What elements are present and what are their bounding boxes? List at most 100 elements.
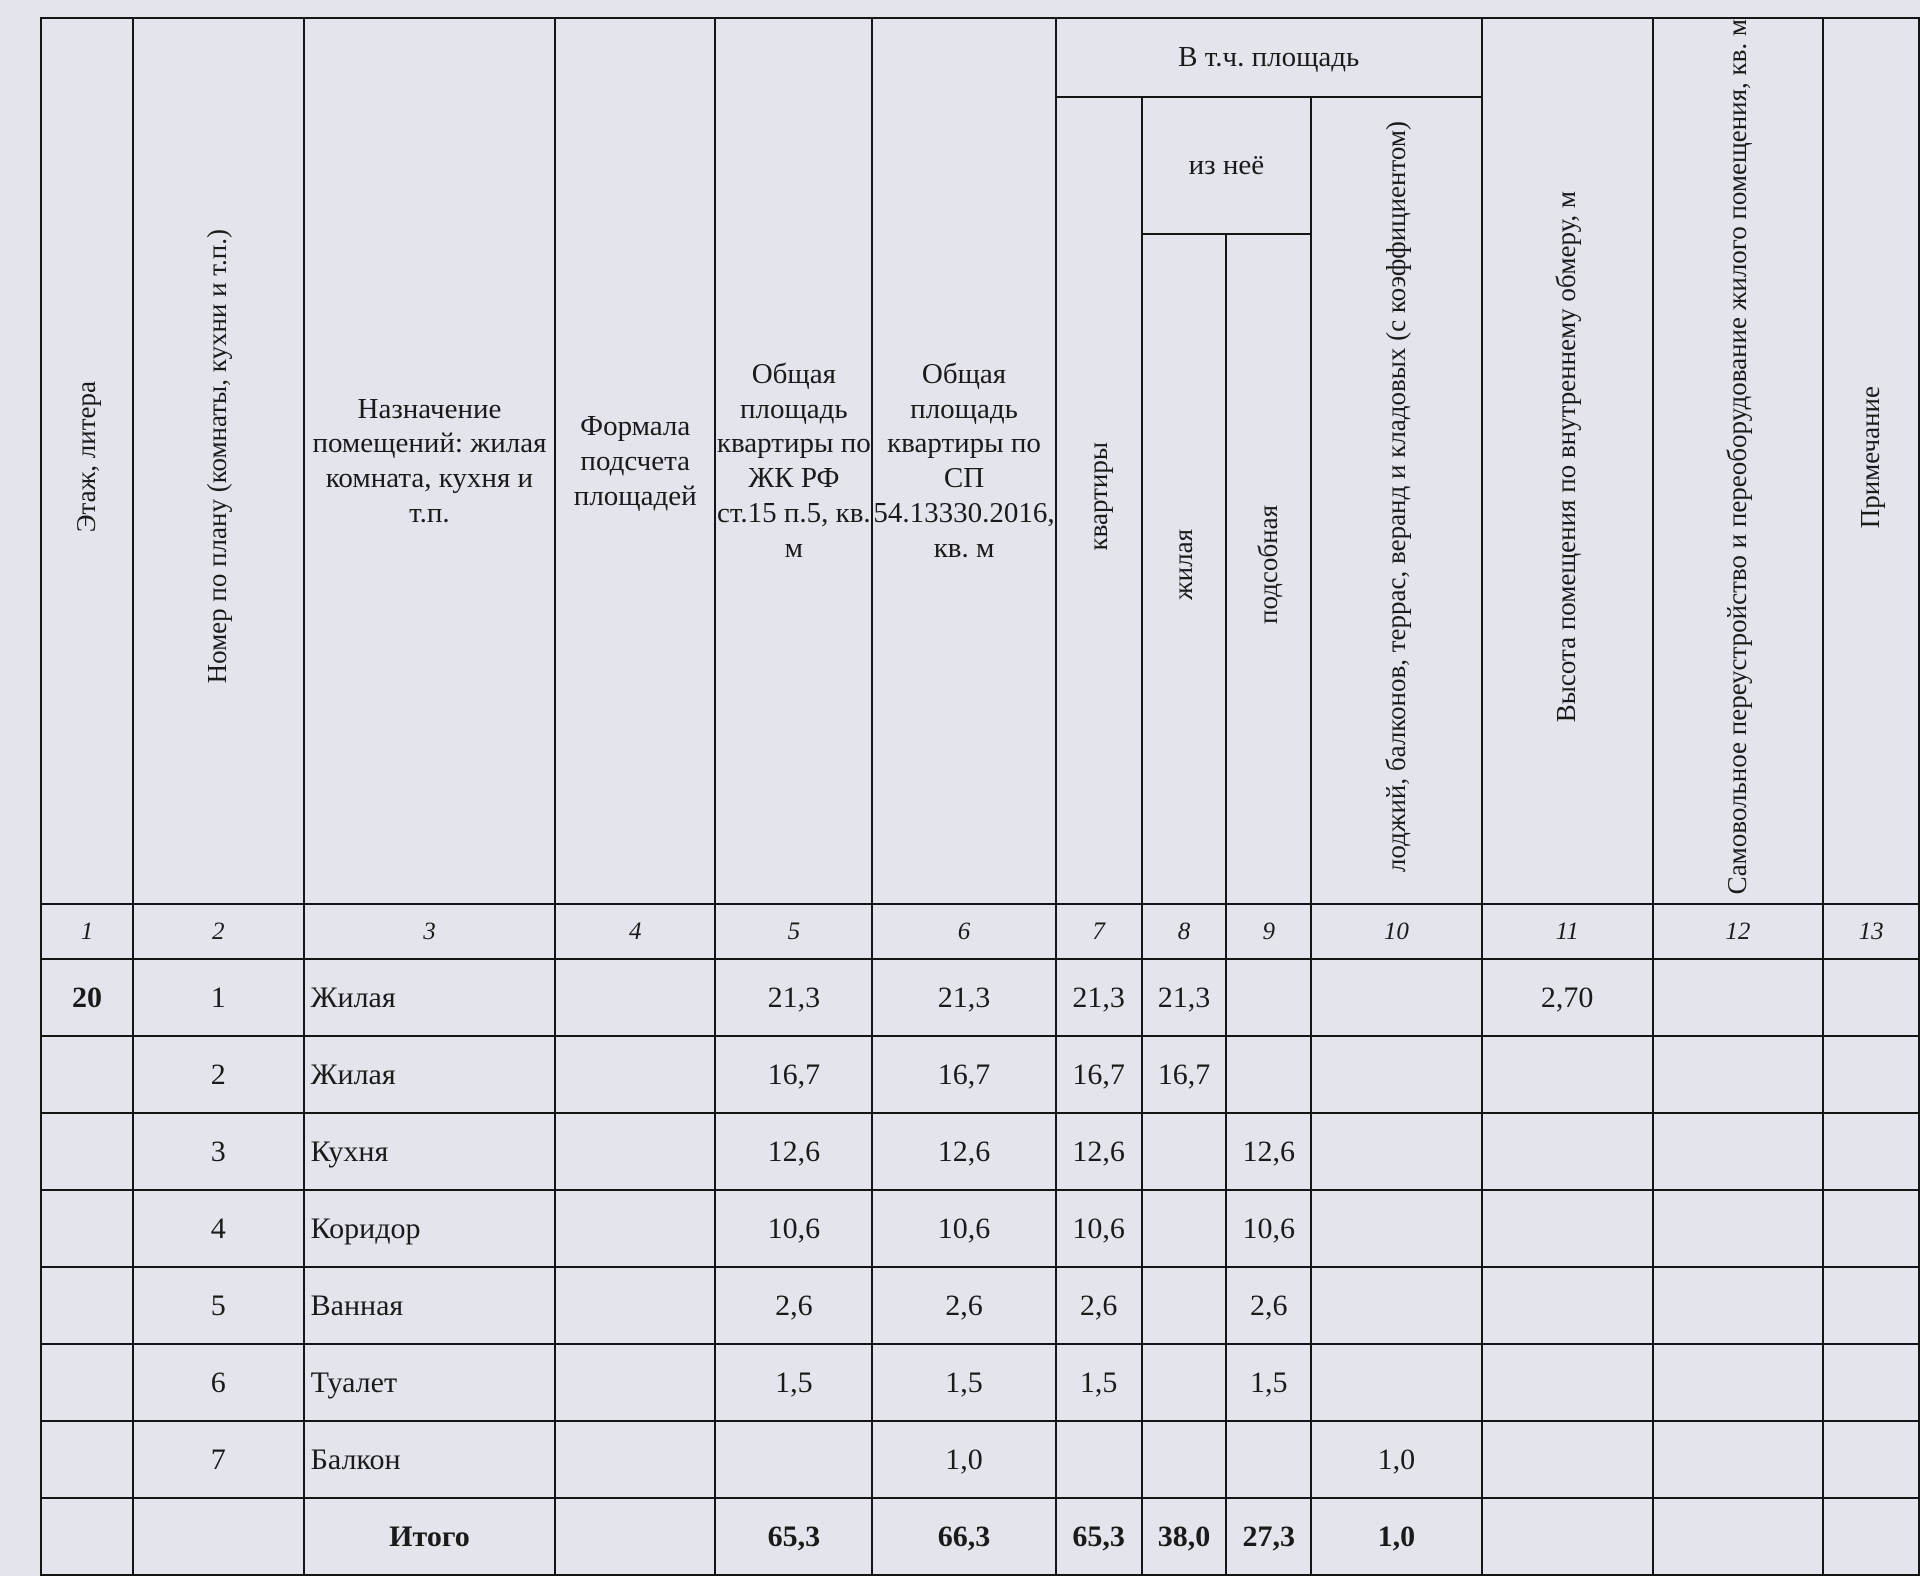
table-cell xyxy=(554,1420,717,1500)
table-cell: 21,3 xyxy=(714,958,874,1038)
table-cell xyxy=(714,1420,874,1500)
total-cell xyxy=(1651,1497,1825,1576)
header-purpose: Назначение помещений: жилая комната, кух… xyxy=(302,16,557,906)
column-number: 12 xyxy=(1651,903,1825,961)
table-row: 20 1 Жилая 21,3 21,3 21,3 21,3 2,70 xyxy=(40,958,1920,1038)
table-cell: Ванная xyxy=(302,1266,557,1346)
column-number: 6 xyxy=(871,903,1057,961)
table-cell xyxy=(1310,1189,1483,1269)
table-cell: 21,3 xyxy=(871,958,1057,1038)
table-cell xyxy=(1310,1343,1483,1423)
total-cell: 1,0 xyxy=(1310,1497,1483,1576)
table-cell xyxy=(1822,1343,1920,1423)
column-number-row: 1 2 3 4 5 6 7 8 9 10 11 12 13 xyxy=(40,903,1920,961)
table-cell: 10,6 xyxy=(1225,1189,1313,1269)
table-cell xyxy=(1480,1266,1654,1346)
table-cell: Балкон xyxy=(302,1420,557,1500)
header-auxiliary-text: подсобная xyxy=(1252,505,1283,624)
table-cell: 1 xyxy=(131,958,305,1038)
column-number: 7 xyxy=(1054,903,1143,961)
table-cell: 1,5 xyxy=(714,1343,874,1423)
table-row: 5 Ванная 2,6 2,6 2,6 2,6 xyxy=(40,1266,1920,1346)
table-row: 6 Туалет 1,5 1,5 1,5 1,5 xyxy=(40,1343,1920,1423)
table-cell: 2,6 xyxy=(1225,1266,1313,1346)
table-cell: 12,6 xyxy=(871,1112,1057,1192)
column-number: 10 xyxy=(1310,903,1483,961)
header-total-jk: Общая площадь квартиры по ЖК РФ ст.15 п.… xyxy=(714,16,874,906)
table-cell xyxy=(1651,1112,1825,1192)
table-cell xyxy=(1822,958,1920,1038)
table-cell: 12,6 xyxy=(1054,1112,1143,1192)
column-number: 11 xyxy=(1480,903,1654,961)
table-cell: 6 xyxy=(131,1343,305,1423)
table-row: 7 Балкон 1,0 1,0 xyxy=(40,1420,1920,1500)
table-cell: 10,6 xyxy=(714,1189,874,1269)
table-cell: 1,5 xyxy=(1054,1343,1143,1423)
table-cell: 21,3 xyxy=(1140,958,1228,1038)
table-cell xyxy=(1822,1189,1920,1269)
table-cell xyxy=(1225,1420,1313,1500)
table-cell: 2,6 xyxy=(1054,1266,1143,1346)
table-cell xyxy=(1140,1343,1228,1423)
header-height: Высота помещения по внутреннему обмеру, … xyxy=(1480,16,1654,906)
table-cell: Кухня xyxy=(302,1112,557,1192)
header-loggias-text: лоджий, балконов, террас, веранд и кладо… xyxy=(1380,120,1411,872)
table-cell: 16,7 xyxy=(1140,1035,1228,1115)
table-cell xyxy=(1480,1343,1654,1423)
table-cell xyxy=(1140,1420,1228,1500)
total-cell xyxy=(554,1497,717,1576)
table-cell: 16,7 xyxy=(714,1035,874,1115)
header-floor: Этаж, литера xyxy=(40,16,134,906)
table-cell: 2,70 xyxy=(1480,958,1654,1038)
table-cell-empty xyxy=(40,1343,134,1423)
table-cell xyxy=(1140,1189,1228,1269)
table-cell xyxy=(1054,1420,1143,1500)
table-cell xyxy=(554,1343,717,1423)
header-formula: Формала подсчета площадей xyxy=(554,16,717,906)
table-cell xyxy=(1651,1035,1825,1115)
table-cell: Коридор xyxy=(302,1189,557,1269)
header-note: Примечание xyxy=(1822,16,1920,906)
table-cell-empty xyxy=(40,1112,134,1192)
table-cell: Жилая xyxy=(302,958,557,1038)
table-cell xyxy=(1822,1266,1920,1346)
header-plan-no-text: Номер по плану (комнаты, кухни и т.п.) xyxy=(202,229,233,684)
header-height-text: Высота помещения по внутреннему обмеру, … xyxy=(1551,191,1582,723)
header-loggias: лоджий, балконов, террас, веранд и кладо… xyxy=(1310,95,1483,906)
total-cell: 27,3 xyxy=(1225,1497,1313,1576)
column-number: 5 xyxy=(714,903,874,961)
table-cell: 10,6 xyxy=(871,1189,1057,1269)
total-cell: 65,3 xyxy=(714,1497,874,1576)
table-cell xyxy=(554,958,717,1038)
table-cell: 2,6 xyxy=(714,1266,874,1346)
table-cell: 1,0 xyxy=(871,1420,1057,1500)
header-living: жилая xyxy=(1140,232,1228,906)
table-cell xyxy=(1310,1266,1483,1346)
table-cell xyxy=(1651,958,1825,1038)
column-number: 3 xyxy=(302,903,557,961)
table-cell: 12,6 xyxy=(714,1112,874,1192)
column-number: 13 xyxy=(1822,903,1920,961)
table-cell xyxy=(1225,1035,1313,1115)
table-cell xyxy=(1140,1266,1228,1346)
table-cell: 3 xyxy=(131,1112,305,1192)
table-cell xyxy=(1651,1266,1825,1346)
table-cell: Туалет xyxy=(302,1343,557,1423)
total-cell xyxy=(131,1497,305,1576)
table-cell xyxy=(1651,1343,1825,1423)
table-cell: 12,6 xyxy=(1225,1112,1313,1192)
column-number: 9 xyxy=(1225,903,1313,961)
header-note-text: Примечание xyxy=(1855,385,1886,528)
table-cell xyxy=(1651,1189,1825,1269)
table-row: 4 Коридор 10,6 10,6 10,6 10,6 xyxy=(40,1189,1920,1269)
header-floor-text: Этаж, литера xyxy=(71,381,102,533)
header-unauthorized-text: Самовольное переустройство и переоборудо… xyxy=(1722,19,1753,895)
table-cell-empty xyxy=(40,1420,134,1500)
total-cell: 66,3 xyxy=(871,1497,1057,1576)
table-cell-empty xyxy=(40,1189,134,1269)
total-row: Итого 65,3 66,3 65,3 38,0 27,3 1,0 xyxy=(40,1497,1920,1576)
table-cell: 16,7 xyxy=(871,1035,1057,1115)
table-row: 3 Кухня 12,6 12,6 12,6 12,6 xyxy=(40,1112,1920,1192)
table-cell: 2,6 xyxy=(871,1266,1057,1346)
table-cell: 1,5 xyxy=(1225,1343,1313,1423)
